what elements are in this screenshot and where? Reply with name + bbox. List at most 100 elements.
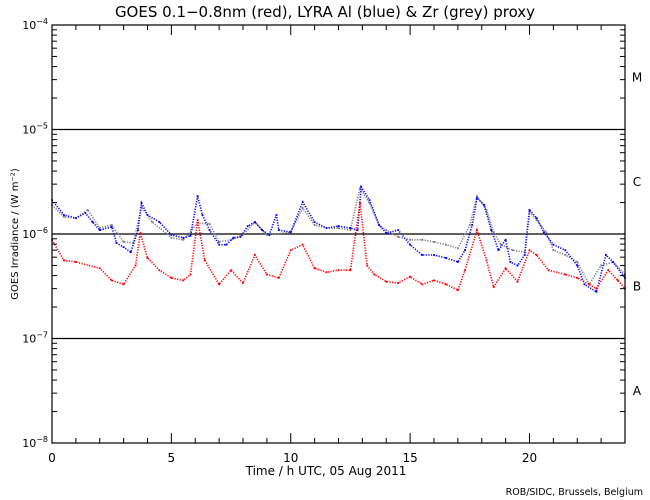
y-tick-base: 10 (22, 437, 36, 450)
data-point (445, 257, 447, 259)
data-point (242, 234, 244, 236)
data-point (86, 209, 89, 211)
flare-class-label: A (633, 384, 642, 398)
data-point (337, 225, 340, 228)
x-tick-label: 0 (48, 451, 56, 465)
data-point (368, 202, 371, 204)
data-point (230, 269, 232, 272)
series-layer (51, 184, 626, 294)
data-point (564, 273, 567, 276)
y-tick-base: 10 (22, 124, 36, 137)
data-point (182, 236, 185, 239)
data-point (98, 229, 101, 231)
data-point (289, 231, 292, 234)
data-point (208, 229, 211, 231)
data-point (122, 283, 125, 286)
data-point (509, 261, 512, 263)
y-tick-exponent: −5 (36, 122, 48, 131)
data-point (277, 229, 280, 231)
data-point (246, 225, 249, 228)
data-point (433, 279, 435, 282)
data-point (409, 275, 412, 278)
y-axis-label: GOES Irradiance / (W m⁻²) (10, 168, 21, 300)
data-point (378, 224, 380, 226)
data-point (359, 202, 361, 204)
data-point (552, 243, 555, 246)
data-point (277, 277, 280, 279)
data-point (301, 207, 304, 209)
data-point (225, 243, 228, 246)
data-point (313, 267, 316, 270)
data-point (360, 186, 363, 188)
data-point (140, 206, 143, 208)
data-point (170, 277, 173, 279)
data-point (196, 219, 199, 221)
data-point (301, 243, 304, 246)
data-point (421, 238, 423, 241)
y-tick-labels: 10−410−510−610−710−8 (22, 17, 48, 450)
data-point (476, 195, 478, 197)
data-point (605, 254, 607, 256)
data-point (600, 264, 603, 267)
data-point (576, 264, 579, 267)
data-point (122, 246, 125, 248)
data-point (595, 290, 598, 293)
data-point (464, 269, 466, 272)
data-point (151, 221, 154, 223)
data-point (504, 238, 507, 241)
data-point (265, 234, 268, 236)
series-line (51, 202, 626, 292)
y-tick-label: 10−6 (22, 226, 48, 241)
data-point (499, 243, 502, 246)
data-point (368, 199, 371, 202)
data-point (421, 283, 423, 286)
data-point (445, 243, 447, 246)
data-point (137, 229, 139, 231)
data-point (325, 227, 328, 229)
data-point (485, 209, 488, 211)
data-point (110, 224, 113, 226)
data-point (232, 236, 235, 239)
data-point (74, 261, 77, 263)
data-point (468, 224, 471, 226)
data-point (84, 212, 87, 214)
x-tick-label: 5 (168, 451, 176, 465)
data-point (146, 214, 149, 216)
flare-class-labels: M C B A (632, 71, 642, 398)
data-point (542, 231, 545, 234)
data-point (356, 229, 359, 231)
data-point (564, 254, 567, 256)
data-point (456, 247, 459, 250)
data-point (535, 217, 538, 219)
x-axis-label: Time / h UTC, 05 Aug 2011 (245, 464, 407, 478)
data-point (268, 234, 271, 236)
data-point (289, 249, 292, 252)
data-point (612, 261, 614, 263)
data-point (516, 264, 519, 267)
data-point (275, 214, 278, 216)
data-point (349, 229, 352, 231)
data-point (471, 224, 474, 226)
data-point (218, 241, 221, 243)
axis-ticks (51, 25, 626, 443)
data-point (170, 234, 173, 236)
y-tick-base: 10 (22, 333, 36, 346)
data-point (140, 202, 143, 204)
data-point (359, 187, 361, 189)
data-point (511, 249, 514, 252)
data-point (409, 243, 412, 246)
data-point (456, 261, 459, 263)
data-point (504, 267, 507, 270)
chart-title: GOES 0.1−0.8nm (red), LYRA Al (blue) & Z… (115, 3, 535, 21)
data-point (588, 283, 591, 286)
data-point (74, 217, 77, 219)
data-point (421, 254, 423, 256)
data-point (63, 214, 65, 216)
data-point (254, 221, 256, 223)
data-point (385, 229, 388, 231)
data-point (313, 221, 316, 223)
data-point (182, 238, 185, 241)
data-point (373, 273, 376, 276)
x-tick-label: 15 (402, 451, 417, 465)
data-point (564, 249, 567, 252)
